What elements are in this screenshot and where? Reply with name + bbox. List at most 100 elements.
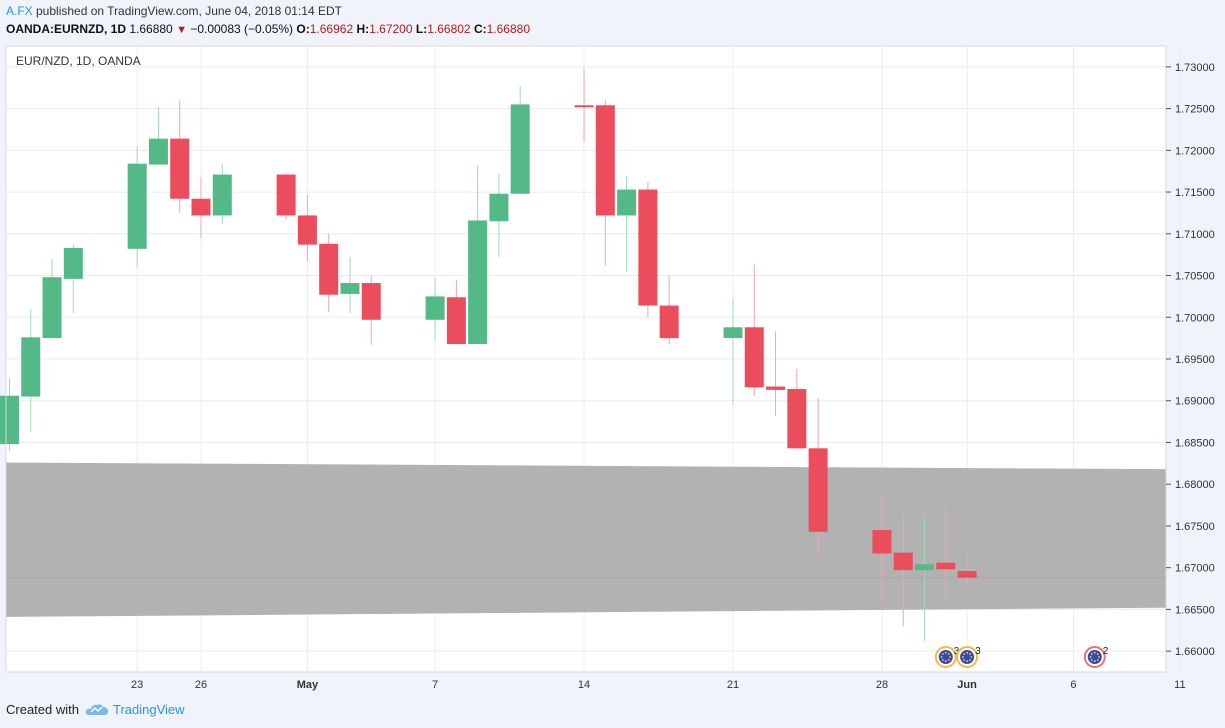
candle — [297, 194, 317, 262]
flag-star — [1089, 656, 1092, 658]
flag-star — [947, 653, 950, 655]
candle — [0, 378, 19, 451]
candle — [723, 298, 743, 405]
flag-star — [940, 656, 943, 658]
candle — [170, 100, 190, 213]
tradingview-link[interactable]: TradingView — [112, 702, 185, 717]
event-count: 3 — [954, 646, 960, 657]
y-tick-label: 1.70000 — [1175, 312, 1215, 324]
x-tick-label: 11 — [1174, 679, 1185, 691]
flag-star — [1096, 653, 1099, 655]
candle-body — [191, 198, 211, 216]
y-tick-label: 1.66500 — [1175, 604, 1215, 616]
flag-star — [1096, 659, 1099, 661]
candle-body — [638, 189, 658, 306]
candle-body — [361, 283, 381, 320]
candle-body — [63, 247, 83, 279]
flag-star — [963, 659, 966, 661]
candle-body — [787, 389, 807, 449]
candle — [148, 106, 168, 165]
candle — [595, 100, 615, 266]
candle-body — [723, 327, 743, 339]
candle — [127, 146, 147, 268]
candle — [766, 331, 786, 416]
created-with-text: Created with — [6, 702, 79, 717]
flag-star — [949, 656, 951, 658]
candle-body — [276, 174, 296, 216]
candle — [276, 173, 296, 220]
candle — [659, 275, 679, 345]
candle-body — [915, 564, 935, 571]
flag-star — [947, 659, 950, 661]
candle-body — [489, 193, 509, 222]
y-tick-label: 1.70500 — [1175, 271, 1215, 283]
flag-star — [970, 656, 973, 658]
candle-body — [212, 174, 232, 216]
last-price: 1.66880 — [129, 22, 173, 36]
x-tick-label: May — [297, 679, 319, 691]
economic-event-marker[interactable]: 3 — [956, 646, 981, 668]
flag-star — [1090, 659, 1093, 661]
candle — [872, 494, 892, 603]
flag-star — [941, 659, 944, 661]
x-tick-label: 7 — [432, 679, 438, 691]
publish-info: A.FX published on TradingView.com, June … — [6, 4, 342, 18]
candle — [787, 369, 807, 450]
open-value: 1.66962 — [309, 22, 354, 36]
y-tick-label: 1.67500 — [1175, 521, 1215, 533]
x-tick-label: 26 — [195, 679, 207, 691]
x-tick-label: 21 — [727, 679, 739, 691]
tradingview-cloud-icon — [85, 702, 109, 719]
flag-star — [941, 653, 944, 655]
candle-body — [0, 395, 19, 445]
y-tick-label: 1.71000 — [1175, 229, 1215, 241]
candle — [893, 513, 913, 627]
candle-body — [957, 571, 977, 578]
flag-star — [966, 660, 968, 663]
flag-star — [969, 653, 971, 655]
flag-star — [1093, 651, 1096, 654]
close-label: C: — [473, 22, 487, 36]
y-tick-label: 1.71500 — [1175, 187, 1215, 199]
candle — [319, 233, 339, 313]
candle — [63, 243, 83, 314]
candle-body — [21, 337, 41, 397]
candle — [808, 398, 828, 556]
candle-body — [595, 105, 615, 216]
published-text: published on TradingView.com, June 04, 2… — [32, 4, 342, 18]
y-tick-label: 1.66000 — [1175, 646, 1215, 658]
candle — [744, 264, 764, 397]
candle-body — [510, 104, 530, 194]
candle-body — [936, 562, 956, 570]
candle — [638, 182, 658, 318]
author-link[interactable]: A.FX — [6, 4, 33, 18]
symbol-info-line: OANDA:EURNZD, 1D 1.66880 ▼ −0.00083 (−0.… — [6, 22, 530, 36]
event-count: 2 — [1103, 646, 1109, 657]
flag-star — [944, 651, 947, 654]
candle-body — [872, 530, 892, 554]
candle — [574, 69, 594, 142]
flag-star — [1093, 660, 1096, 663]
flag-star — [944, 660, 947, 663]
flag-star — [963, 653, 966, 655]
candle-body — [744, 327, 764, 388]
candle-body — [617, 189, 637, 216]
x-tick-label: 23 — [131, 679, 143, 691]
candle-body — [574, 105, 594, 108]
candle-body — [42, 277, 62, 339]
candles — [0, 69, 977, 642]
event-count: 3 — [975, 646, 981, 657]
economic-event-marker[interactable]: 3 — [934, 646, 960, 668]
chart-title: EUR/NZD, 1D, OANDA — [16, 54, 141, 68]
low-label: L: — [415, 22, 428, 36]
candle-body — [340, 283, 360, 294]
candle-body — [319, 243, 339, 295]
x-tick-label: 28 — [876, 679, 888, 691]
economic-event-marker[interactable]: 2 — [1083, 646, 1109, 668]
candle — [361, 275, 381, 345]
candle-body — [170, 138, 190, 199]
candle — [936, 505, 956, 602]
flag-star — [961, 656, 964, 658]
x-tick-label: 6 — [1070, 679, 1076, 691]
